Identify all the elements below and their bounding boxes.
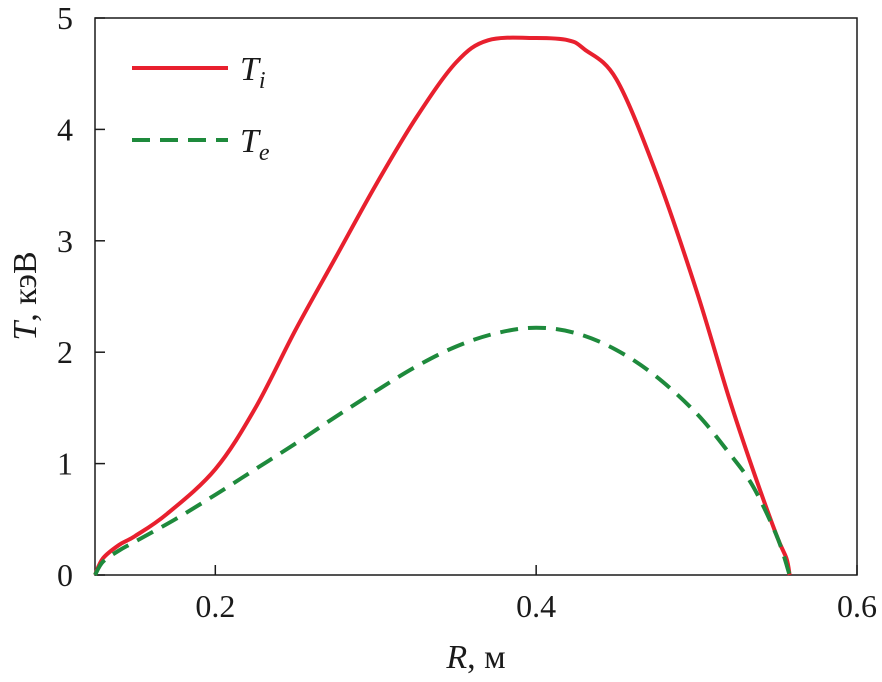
series-line-ti	[93, 35, 792, 576]
y-tick-label: 3	[57, 223, 73, 259]
y-tick-label: 4	[57, 111, 73, 147]
y-tick-label: 5	[57, 0, 73, 36]
legend: Ti Te	[132, 51, 270, 166]
x-axis-label: R, м	[445, 639, 505, 676]
y-tick-label: 0	[57, 557, 73, 593]
x-tick-label: 0.6	[837, 588, 877, 624]
legend-label-ti: Ti	[240, 51, 266, 94]
plot-frame	[94, 17, 858, 576]
y-tick-label: 2	[57, 334, 73, 370]
x-tick-label: 0.4	[516, 588, 556, 624]
y-axis-label: T, кэВ	[7, 251, 44, 340]
series-line-te	[93, 325, 792, 577]
y-tick-label: 1	[57, 446, 73, 482]
x-tick-label: 0.2	[195, 588, 235, 624]
legend-label-te: Te	[240, 123, 270, 166]
